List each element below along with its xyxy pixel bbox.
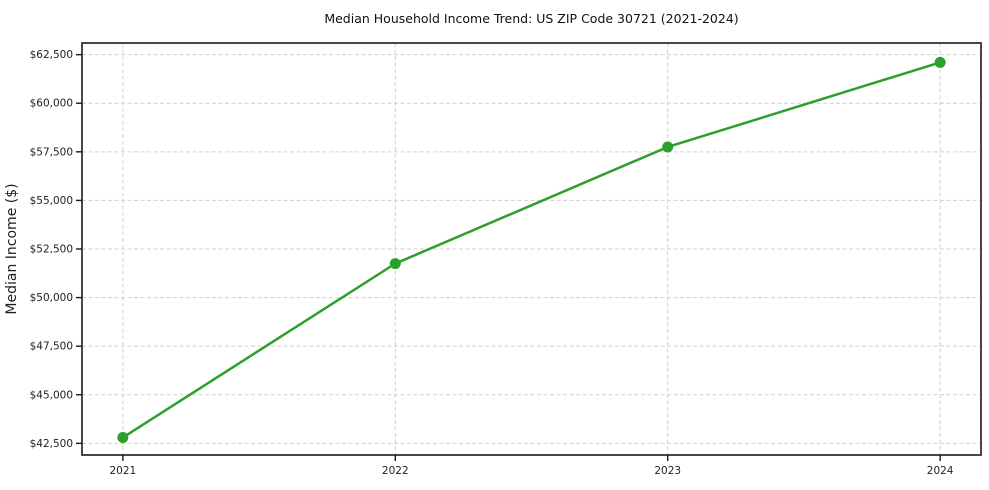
x-tick-label: 2024 (927, 465, 954, 477)
y-tick-label: $52,500 (30, 244, 73, 256)
data-point-marker-2023 (662, 141, 674, 153)
x-tick-label: 2023 (654, 465, 681, 477)
y-tick-label: $55,000 (30, 195, 73, 207)
data-point-marker-2022 (389, 258, 401, 270)
y-tick-label: $50,000 (30, 292, 73, 304)
y-tick-label: $60,000 (30, 98, 73, 110)
y-tick-label: $57,500 (30, 146, 73, 158)
y-axis-label: Median Income ($) (4, 183, 20, 314)
y-tick-label: $45,000 (30, 389, 73, 401)
x-tick-label: 2021 (109, 465, 136, 477)
y-tick-label: $47,500 (30, 341, 73, 353)
y-tick-label: $62,500 (30, 49, 73, 61)
income-trend-line (121, 61, 942, 439)
x-tick-label: 2022 (382, 465, 409, 477)
y-tick-label: $42,500 (30, 438, 73, 450)
chart-title: Median Household Income Trend: US ZIP Co… (324, 11, 738, 26)
data-point-marker-2021 (117, 432, 129, 444)
data-point-marker-2024 (934, 56, 946, 68)
